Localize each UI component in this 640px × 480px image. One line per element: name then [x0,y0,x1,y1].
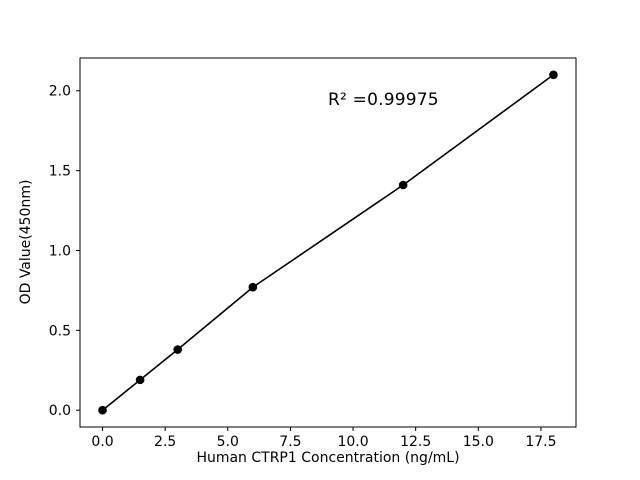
y-tick-label: 1.0 [49,243,71,259]
x-tick-label: 0.0 [91,434,113,450]
data-point [248,282,258,292]
x-tick-label: 2.5 [154,434,176,450]
x-tick-label: 10.0 [337,434,368,450]
y-tick-label: 0.5 [49,323,71,339]
x-tick-label: 15.0 [463,434,494,450]
x-tick-label: 17.5 [525,434,556,450]
y-tick-label: 0.0 [49,403,71,419]
y-tick-label: 1.5 [49,164,71,180]
x-tick-label: 7.5 [279,434,301,450]
x-tick-label: 5.0 [217,434,239,450]
r-squared-annotation: R² =0.99975 [328,90,439,110]
x-tick-label: 12.5 [400,434,431,450]
x-axis-label: Human CTRP1 Concentration (ng/mL) [196,450,460,466]
y-axis-label: OD Value(450nm) [18,179,34,305]
y-tick-label: 2.0 [49,84,71,100]
data-point [398,180,408,190]
data-point [98,405,107,415]
data-point [135,375,145,385]
fit-line [101,73,555,412]
data-point [173,345,182,354]
data-point [549,70,558,80]
